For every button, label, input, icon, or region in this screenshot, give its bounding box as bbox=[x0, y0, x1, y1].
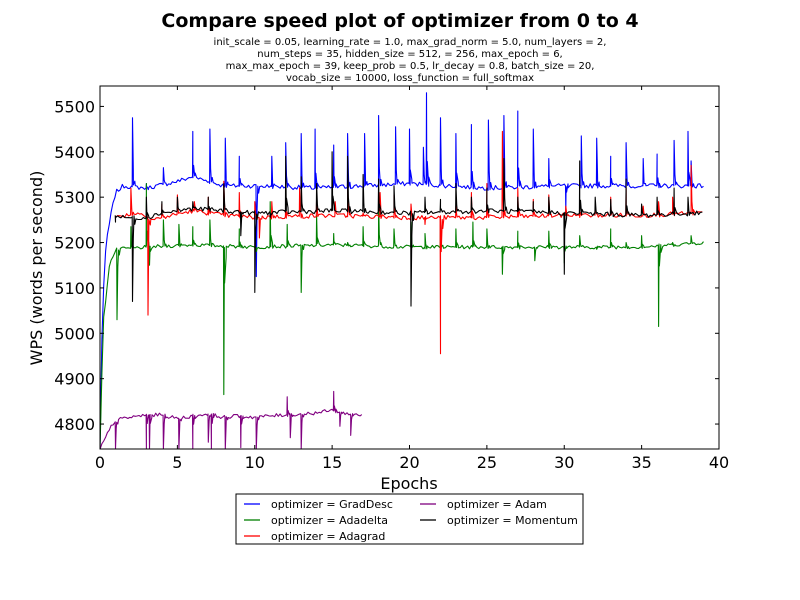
series-line-3 bbox=[100, 390, 363, 449]
y-tick-label: 5300 bbox=[54, 188, 95, 207]
tick-layer: 0 5 10 15 20 25 30 35 40 4800 4900 5000 5100 5200 5300… bbox=[54, 86, 729, 472]
x-axis-label: Epochs bbox=[380, 474, 437, 493]
chart-subtitle-line-2: num_steps = 35, hidden_size = 512, = 256… bbox=[257, 49, 562, 60]
x-tick-label: 30 bbox=[554, 453, 574, 472]
x-tick-label: 0 bbox=[95, 453, 105, 472]
legend-label: optimizer = Adadelta bbox=[271, 514, 388, 527]
y-tick-label: 5200 bbox=[54, 234, 95, 253]
y-tick-label: 4900 bbox=[54, 370, 95, 389]
legend-box bbox=[235, 493, 584, 545]
y-axis-label: WPS (words per second) bbox=[27, 171, 46, 366]
series-line-4 bbox=[114, 151, 703, 307]
chart-subtitle-line-3: max_max_epoch = 39, keep_prob = 0.5, lr_… bbox=[226, 61, 595, 72]
series-line-2 bbox=[115, 130, 703, 355]
x-tick-label: 5 bbox=[172, 453, 182, 472]
legend-label: optimizer = Adagrad bbox=[271, 530, 385, 543]
y-tick-label: 4800 bbox=[54, 415, 95, 434]
series-line-0 bbox=[100, 92, 704, 449]
y-tick-label: 5400 bbox=[54, 143, 95, 162]
x-tick-label: 40 bbox=[709, 453, 729, 472]
x-tick-label: 15 bbox=[322, 453, 342, 472]
x-tick-label: 35 bbox=[631, 453, 651, 472]
y-tick-label: 5500 bbox=[54, 97, 95, 116]
legend-items: optimizer = GradDesc optimizer = Adadelta… bbox=[244, 498, 578, 543]
legend-label: optimizer = Momentum bbox=[447, 514, 578, 527]
chart-subtitle-line-4: vocab_size = 10000, loss_function = full… bbox=[286, 73, 534, 84]
chart-subtitle-line-1: init_scale = 0.05, learning_rate = 1.0, … bbox=[214, 37, 607, 48]
series-layer bbox=[100, 92, 704, 449]
x-tick-label: 20 bbox=[399, 453, 419, 472]
legend: optimizer = GradDesc optimizer = Adadelta… bbox=[235, 493, 584, 545]
y-tick-label: 5000 bbox=[54, 324, 95, 343]
x-tick-label: 25 bbox=[477, 453, 497, 472]
chart-title: Compare speed plot of optimizer from 0 t… bbox=[161, 10, 638, 32]
y-tick-label: 5100 bbox=[54, 279, 95, 298]
series-line-1 bbox=[100, 183, 704, 449]
x-tick-label: 10 bbox=[245, 453, 265, 472]
legend-label: optimizer = GradDesc bbox=[271, 498, 393, 511]
legend-label: optimizer = Adam bbox=[447, 498, 547, 511]
